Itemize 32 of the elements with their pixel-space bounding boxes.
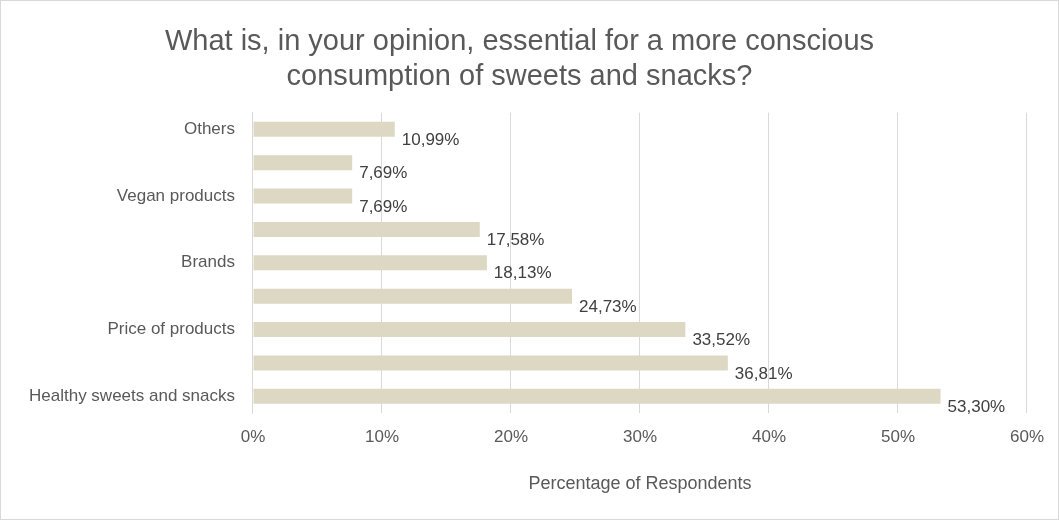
x-tick-label: 30% — [622, 426, 658, 446]
x-tick-label: 20% — [493, 426, 529, 446]
data-label: 7,69% — [359, 163, 408, 183]
data-label: 33,52% — [692, 330, 751, 350]
y-tick-label: Others — [183, 118, 235, 138]
x-axis-title: Percentage of Respondents — [528, 473, 752, 494]
bar — [253, 188, 353, 204]
data-label: 36,81% — [734, 363, 793, 383]
bar — [253, 322, 686, 338]
data-label: 17,58% — [486, 230, 545, 250]
data-label: 10,99% — [401, 129, 460, 149]
chart-title: What is, in your opinion, essential for a more conscious consumption of sweets and snacks? — [164, 24, 875, 92]
bar — [253, 388, 941, 404]
data-label: 18,13% — [493, 263, 552, 283]
y-tick-label: Healthy sweets and snacks — [28, 386, 235, 405]
data-label: 53,30% — [947, 397, 1006, 416]
bar — [253, 355, 728, 371]
x-tick-label: 60% — [1009, 426, 1044, 446]
x-tick-label: 50% — [880, 426, 915, 446]
bar — [253, 121, 395, 137]
x-tick-label: 10% — [364, 426, 400, 446]
bar — [253, 255, 487, 271]
x-tick-label: 0% — [240, 426, 266, 446]
bar — [253, 288, 573, 304]
x-tick-label: 40% — [751, 426, 786, 446]
data-label: 7,69% — [359, 196, 408, 216]
y-tick-label: Vegan products — [116, 185, 235, 205]
y-tick-label: Brands — [181, 252, 235, 272]
y-tick-label: Price of products — [107, 319, 235, 339]
bar — [253, 221, 480, 237]
bar — [253, 155, 353, 171]
data-label: 24,73% — [579, 296, 637, 316]
